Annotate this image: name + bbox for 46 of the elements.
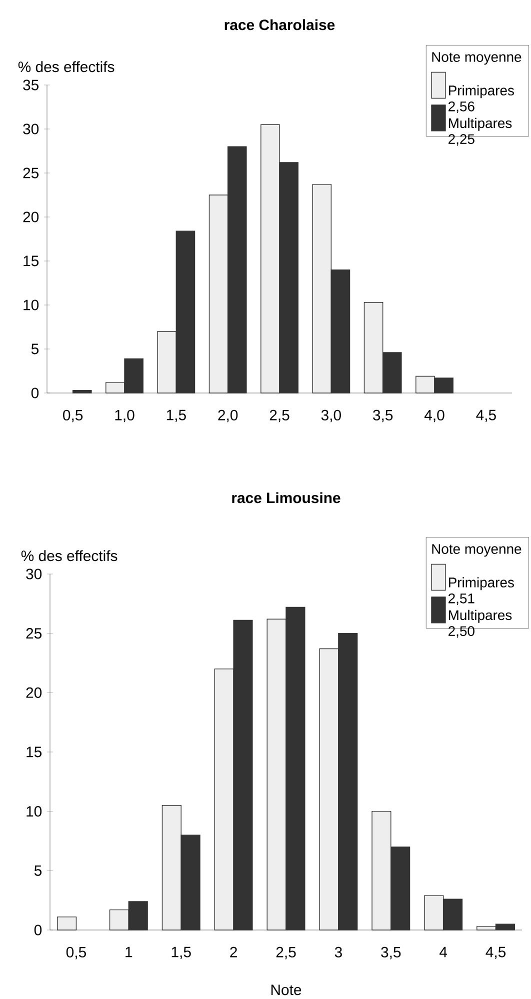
x-tick-label: 1,0 [115,410,134,422]
bar [56,916,77,930]
y-tick-label: 15 [24,256,39,266]
legend-label: Multipares 2,25 [448,118,512,146]
y-tick-label: 30 [26,568,42,580]
legend-title: Note moyenne [432,52,522,65]
y-axis-title: % des effectifs [18,61,114,72]
y-tick-label: 0 [31,388,39,398]
x-tick-label: 3,0 [321,410,341,422]
x-tick-label: 4,5 [476,410,496,422]
y-tick-label: 25 [26,628,42,639]
y-tick-label: 20 [26,687,42,698]
x-tick-label: 1 [126,946,132,958]
x-tick-label: 3,5 [381,946,401,960]
x-tick-label: 3 [334,946,342,958]
y-tick-label: 10 [26,806,42,817]
legend-label: Multipares 2,50 [448,610,512,638]
chart-title: race Limousine [232,492,340,504]
y-tick-label: 5 [34,865,42,876]
x-tick-label: 3,5 [373,410,393,422]
y-tick-label: 20 [23,212,39,222]
y-tick-label: 15 [26,746,42,758]
legend-label: Primipares 2,51 [448,577,514,605]
legend-title: Note moyenne [432,544,522,557]
x-tick-label: 4,0 [424,410,444,422]
x-tick-label: 2,5 [270,410,290,422]
x-tick-label: 2,5 [276,946,296,960]
chart-title: race Charolaise [224,19,335,30]
x-axis-title: Note [271,984,302,996]
x-tick-label: 4 [440,946,448,958]
x-tick-label: 4,5 [486,946,506,960]
x-tick-label: 1,5 [172,946,191,960]
x-tick-label: 0,5 [63,410,83,422]
y-tick-label: 35 [23,80,39,90]
y-tick-label: 0 [34,924,42,936]
x-tick-label: 1,5 [166,410,186,422]
y-tick-label: 5 [31,344,39,354]
bar [72,390,92,394]
y-tick-label: 25 [23,168,39,178]
x-tick-label: 2,0 [218,410,238,422]
y-tick-label: 30 [23,124,39,134]
x-tick-label: 2 [230,946,237,958]
x-tick-label: 0,5 [66,946,86,960]
y-axis-title: % des effectifs [21,550,118,562]
legend-label: Primipares 2,56 [448,85,514,113]
y-tick-label: 10 [24,300,39,310]
